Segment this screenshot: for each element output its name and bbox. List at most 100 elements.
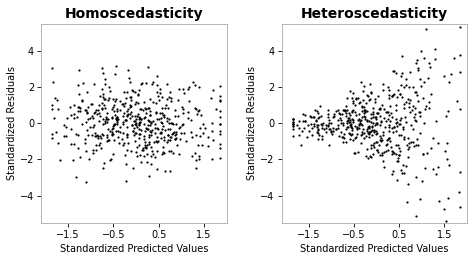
- Point: [165, 95, 173, 99]
- Point: [109, 126, 117, 130]
- Point: [411, 106, 419, 110]
- Point: [120, 104, 128, 109]
- Point: [409, 140, 417, 145]
- Point: [357, 141, 365, 146]
- Point: [75, 68, 82, 72]
- Point: [343, 125, 350, 129]
- Point: [136, 122, 143, 127]
- Point: [195, 154, 202, 158]
- Point: [345, 120, 352, 124]
- Point: [83, 128, 91, 132]
- Point: [194, 109, 202, 113]
- Point: [137, 128, 145, 132]
- Point: [289, 117, 297, 121]
- Point: [114, 135, 122, 139]
- Point: [141, 106, 148, 110]
- Point: [163, 103, 170, 107]
- Point: [365, 126, 373, 130]
- Point: [365, 125, 373, 129]
- Point: [390, 69, 397, 73]
- Point: [337, 121, 345, 125]
- Point: [310, 124, 318, 128]
- Point: [401, 137, 408, 141]
- Point: [415, 143, 422, 147]
- Point: [153, 139, 160, 143]
- Point: [108, 107, 115, 111]
- Point: [84, 117, 91, 121]
- Point: [401, 115, 409, 119]
- Point: [383, 110, 391, 115]
- Point: [143, 81, 150, 85]
- Point: [111, 123, 118, 127]
- Point: [381, 150, 388, 154]
- Point: [92, 108, 100, 112]
- Point: [91, 110, 99, 114]
- Point: [185, 85, 193, 89]
- Point: [329, 115, 337, 119]
- Point: [343, 121, 351, 125]
- Point: [150, 140, 158, 144]
- Point: [320, 127, 328, 131]
- Point: [154, 117, 161, 121]
- Point: [168, 121, 176, 125]
- Point: [349, 120, 356, 124]
- Point: [397, 83, 404, 87]
- Point: [126, 103, 134, 107]
- Point: [361, 117, 369, 121]
- Point: [164, 138, 172, 143]
- Point: [196, 126, 204, 130]
- Point: [405, 141, 412, 145]
- Point: [347, 122, 355, 126]
- Point: [108, 133, 116, 137]
- Point: [160, 134, 168, 139]
- Point: [157, 116, 165, 120]
- Point: [395, 122, 403, 126]
- Point: [400, 125, 407, 129]
- Point: [143, 143, 151, 147]
- Point: [140, 116, 147, 120]
- Point: [92, 143, 100, 147]
- Point: [356, 119, 364, 123]
- Point: [289, 117, 297, 121]
- Point: [369, 125, 376, 129]
- Point: [359, 130, 366, 134]
- Point: [318, 126, 326, 130]
- Point: [170, 151, 177, 155]
- Point: [145, 127, 152, 131]
- Point: [105, 138, 112, 142]
- Point: [392, 143, 400, 147]
- Point: [113, 120, 121, 124]
- Point: [149, 80, 156, 85]
- Point: [393, 120, 401, 124]
- Point: [367, 155, 375, 159]
- Point: [442, 16, 449, 20]
- Point: [407, 140, 415, 144]
- Point: [164, 106, 172, 110]
- Point: [216, 156, 224, 160]
- Point: [371, 123, 378, 127]
- Point: [100, 117, 107, 121]
- Point: [76, 109, 83, 113]
- Point: [127, 104, 135, 108]
- Point: [349, 108, 357, 112]
- Point: [63, 125, 70, 129]
- Point: [166, 135, 173, 139]
- Point: [397, 168, 405, 172]
- Point: [147, 145, 155, 149]
- Point: [442, 219, 449, 223]
- Point: [112, 97, 119, 102]
- Point: [158, 105, 165, 110]
- Point: [139, 148, 147, 152]
- Point: [374, 94, 382, 98]
- Point: [306, 114, 313, 118]
- Point: [73, 132, 80, 137]
- Point: [365, 130, 373, 134]
- Point: [113, 117, 120, 121]
- Point: [412, 61, 420, 65]
- Point: [102, 117, 110, 121]
- Point: [378, 138, 385, 142]
- Point: [55, 141, 62, 145]
- Point: [334, 108, 342, 112]
- Point: [307, 122, 315, 126]
- Point: [404, 182, 412, 186]
